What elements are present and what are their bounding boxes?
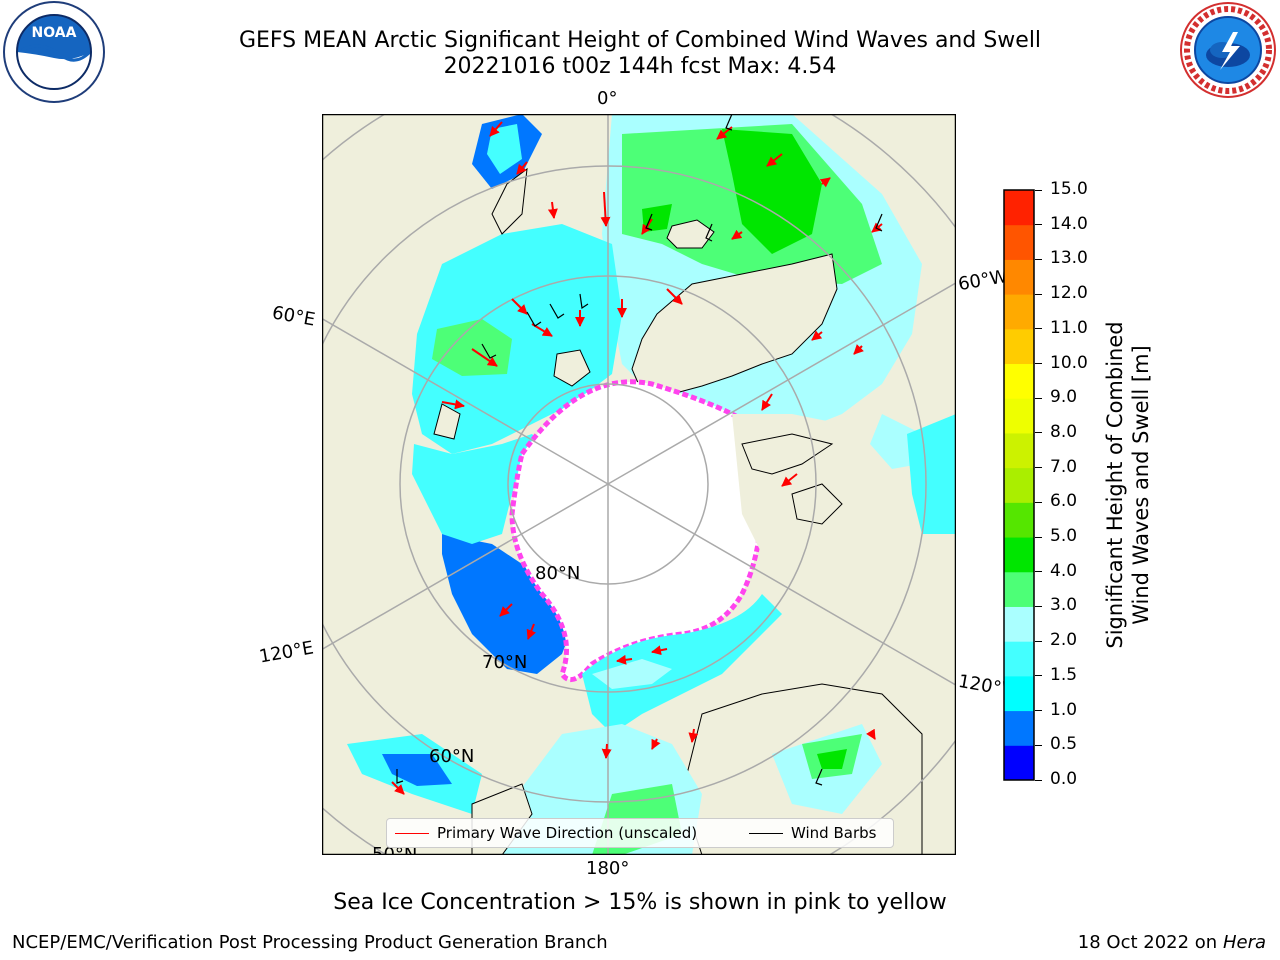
colorbar-tick-label: 1.0 xyxy=(1050,699,1078,720)
colorbar-tick-label: 7.0 xyxy=(1050,456,1078,477)
colorbar-tick-mark xyxy=(1035,258,1042,260)
colorbar-segment xyxy=(1004,745,1034,781)
lat-label-60: 60°N xyxy=(429,746,474,767)
map-frame xyxy=(322,114,956,855)
greenland xyxy=(631,253,838,395)
colorbar-tick-label: 1.5 xyxy=(1050,664,1078,685)
colorbar xyxy=(1003,189,1035,781)
colorbar-tick-mark xyxy=(1035,536,1042,538)
lon-label-180: 180° xyxy=(586,858,630,879)
colorbar-tick-mark xyxy=(1035,571,1042,573)
lat-label-80: 80°N xyxy=(535,563,580,584)
footer-date: 18 Oct 2022 on Hera xyxy=(1077,932,1266,953)
lon-label-120e: 120°E xyxy=(257,637,316,668)
legend-wave-direction: Primary Wave Direction (unscaled) xyxy=(395,824,697,842)
iceland xyxy=(666,219,715,249)
lat-label-50: 50°N xyxy=(372,844,417,855)
colorbar-tick-label: 11.0 xyxy=(1050,317,1088,338)
colorbar-tick-label: 15.0 xyxy=(1050,179,1088,199)
colorbar-segment xyxy=(1004,363,1034,399)
chart-subtitle-run: 20221016 t00z 144h fcst Max: 4.54 xyxy=(443,54,837,79)
colorbar-tick-label: 6.0 xyxy=(1050,491,1078,512)
colorbar-tick-mark xyxy=(1035,501,1042,503)
colorbar-frame xyxy=(1003,189,1035,781)
colorbar-tick-mark xyxy=(1035,640,1042,642)
colorbar-segment xyxy=(1004,606,1034,642)
colorbar-tick-label: 0.5 xyxy=(1050,734,1078,755)
svalbard xyxy=(553,349,591,387)
colorbar-tick-label: 3.0 xyxy=(1050,595,1078,616)
colorbar-segment xyxy=(1004,502,1034,538)
wind-barbs xyxy=(396,114,883,786)
ocean-beaufort xyxy=(582,594,782,734)
nws-logo xyxy=(1180,2,1276,98)
colorbar-tick-label: 4.0 xyxy=(1050,560,1078,581)
colorbar-segment xyxy=(1004,675,1034,712)
colorbar-tick-mark xyxy=(1035,397,1042,399)
colorbar-label: Significant Height of Combined Wind Wave… xyxy=(1103,321,1153,649)
chart-title: GEFS MEAN Arctic Significant Height of C… xyxy=(238,28,1042,53)
colorbar-tick-label: 10.0 xyxy=(1050,352,1088,373)
lightning-icon xyxy=(1220,32,1240,70)
lon-label-60e: 60°E xyxy=(270,302,317,331)
colorbar-segment xyxy=(1004,259,1034,295)
ocean-barents xyxy=(412,224,622,454)
lon-label-0: 0° xyxy=(597,88,618,109)
graticule xyxy=(322,114,956,855)
colorbar-segment xyxy=(1004,294,1034,330)
colorbar-tick-mark xyxy=(1035,605,1042,607)
wave-0.5to1-laptev xyxy=(442,534,577,674)
colorbar-segment xyxy=(1004,537,1034,573)
colorbar-tick-label: 14.0 xyxy=(1050,213,1088,234)
colorbar-tick-mark xyxy=(1035,467,1042,469)
arctic-wave-map: 80°N 70°N 60°N 50°N xyxy=(322,114,956,855)
colorbar-tick-label: 8.0 xyxy=(1050,421,1078,442)
colorbar-tick-mark xyxy=(1035,779,1042,781)
wave-direction-arrows xyxy=(391,121,883,795)
sea-ice-note: Sea Ice Concentration > 15% is shown in … xyxy=(333,890,947,915)
colorbar-segment xyxy=(1004,190,1034,226)
sea-ice-central xyxy=(512,381,764,680)
lat-label-70: 70°N xyxy=(482,652,527,673)
colorbar-tick-mark xyxy=(1035,744,1042,746)
colorbar-tick-label: 9.0 xyxy=(1050,387,1078,408)
legend-wind-barbs: Wind Barbs xyxy=(749,824,876,842)
colorbar-tick-mark xyxy=(1035,363,1042,365)
colorbar-tick-mark xyxy=(1035,328,1042,330)
colorbar-segment xyxy=(1004,224,1034,260)
colorbar-tick-mark xyxy=(1035,224,1042,226)
colorbar-tick-label: 2.0 xyxy=(1050,630,1078,651)
colorbar-segment xyxy=(1004,398,1034,434)
colorbar-segment xyxy=(1004,571,1034,607)
wave-4to5-atlantic xyxy=(722,129,822,254)
colorbar-tick-label: 5.0 xyxy=(1050,526,1078,547)
colorbar-segment xyxy=(1004,467,1034,503)
colorbar-segment xyxy=(1004,710,1034,746)
footer-branch: NCEP/EMC/Verification Post Processing Pr… xyxy=(12,932,608,953)
map-legend: Primary Wave Direction (unscaled) Wind B… xyxy=(386,818,894,848)
lon-label-60w: 60°W xyxy=(956,265,1010,296)
colorbar-tick-mark xyxy=(1035,675,1042,677)
colorbar-tick-mark xyxy=(1035,293,1042,295)
colorbar-segment xyxy=(1004,641,1034,677)
colorbar-tick-label: 13.0 xyxy=(1050,248,1088,269)
colorbar-segment xyxy=(1004,328,1034,365)
colorbar-tick-mark xyxy=(1035,710,1042,712)
colorbar-tick-mark xyxy=(1035,189,1042,191)
colorbar-tick-label: 0.0 xyxy=(1050,769,1078,789)
colorbar-tick-label: 12.0 xyxy=(1050,283,1088,304)
noaa-logo-text: NOAA xyxy=(32,25,77,41)
colorbar-tick-mark xyxy=(1035,432,1042,434)
colorbar-segment xyxy=(1004,432,1034,469)
noaa-logo: NOAA xyxy=(3,1,105,103)
